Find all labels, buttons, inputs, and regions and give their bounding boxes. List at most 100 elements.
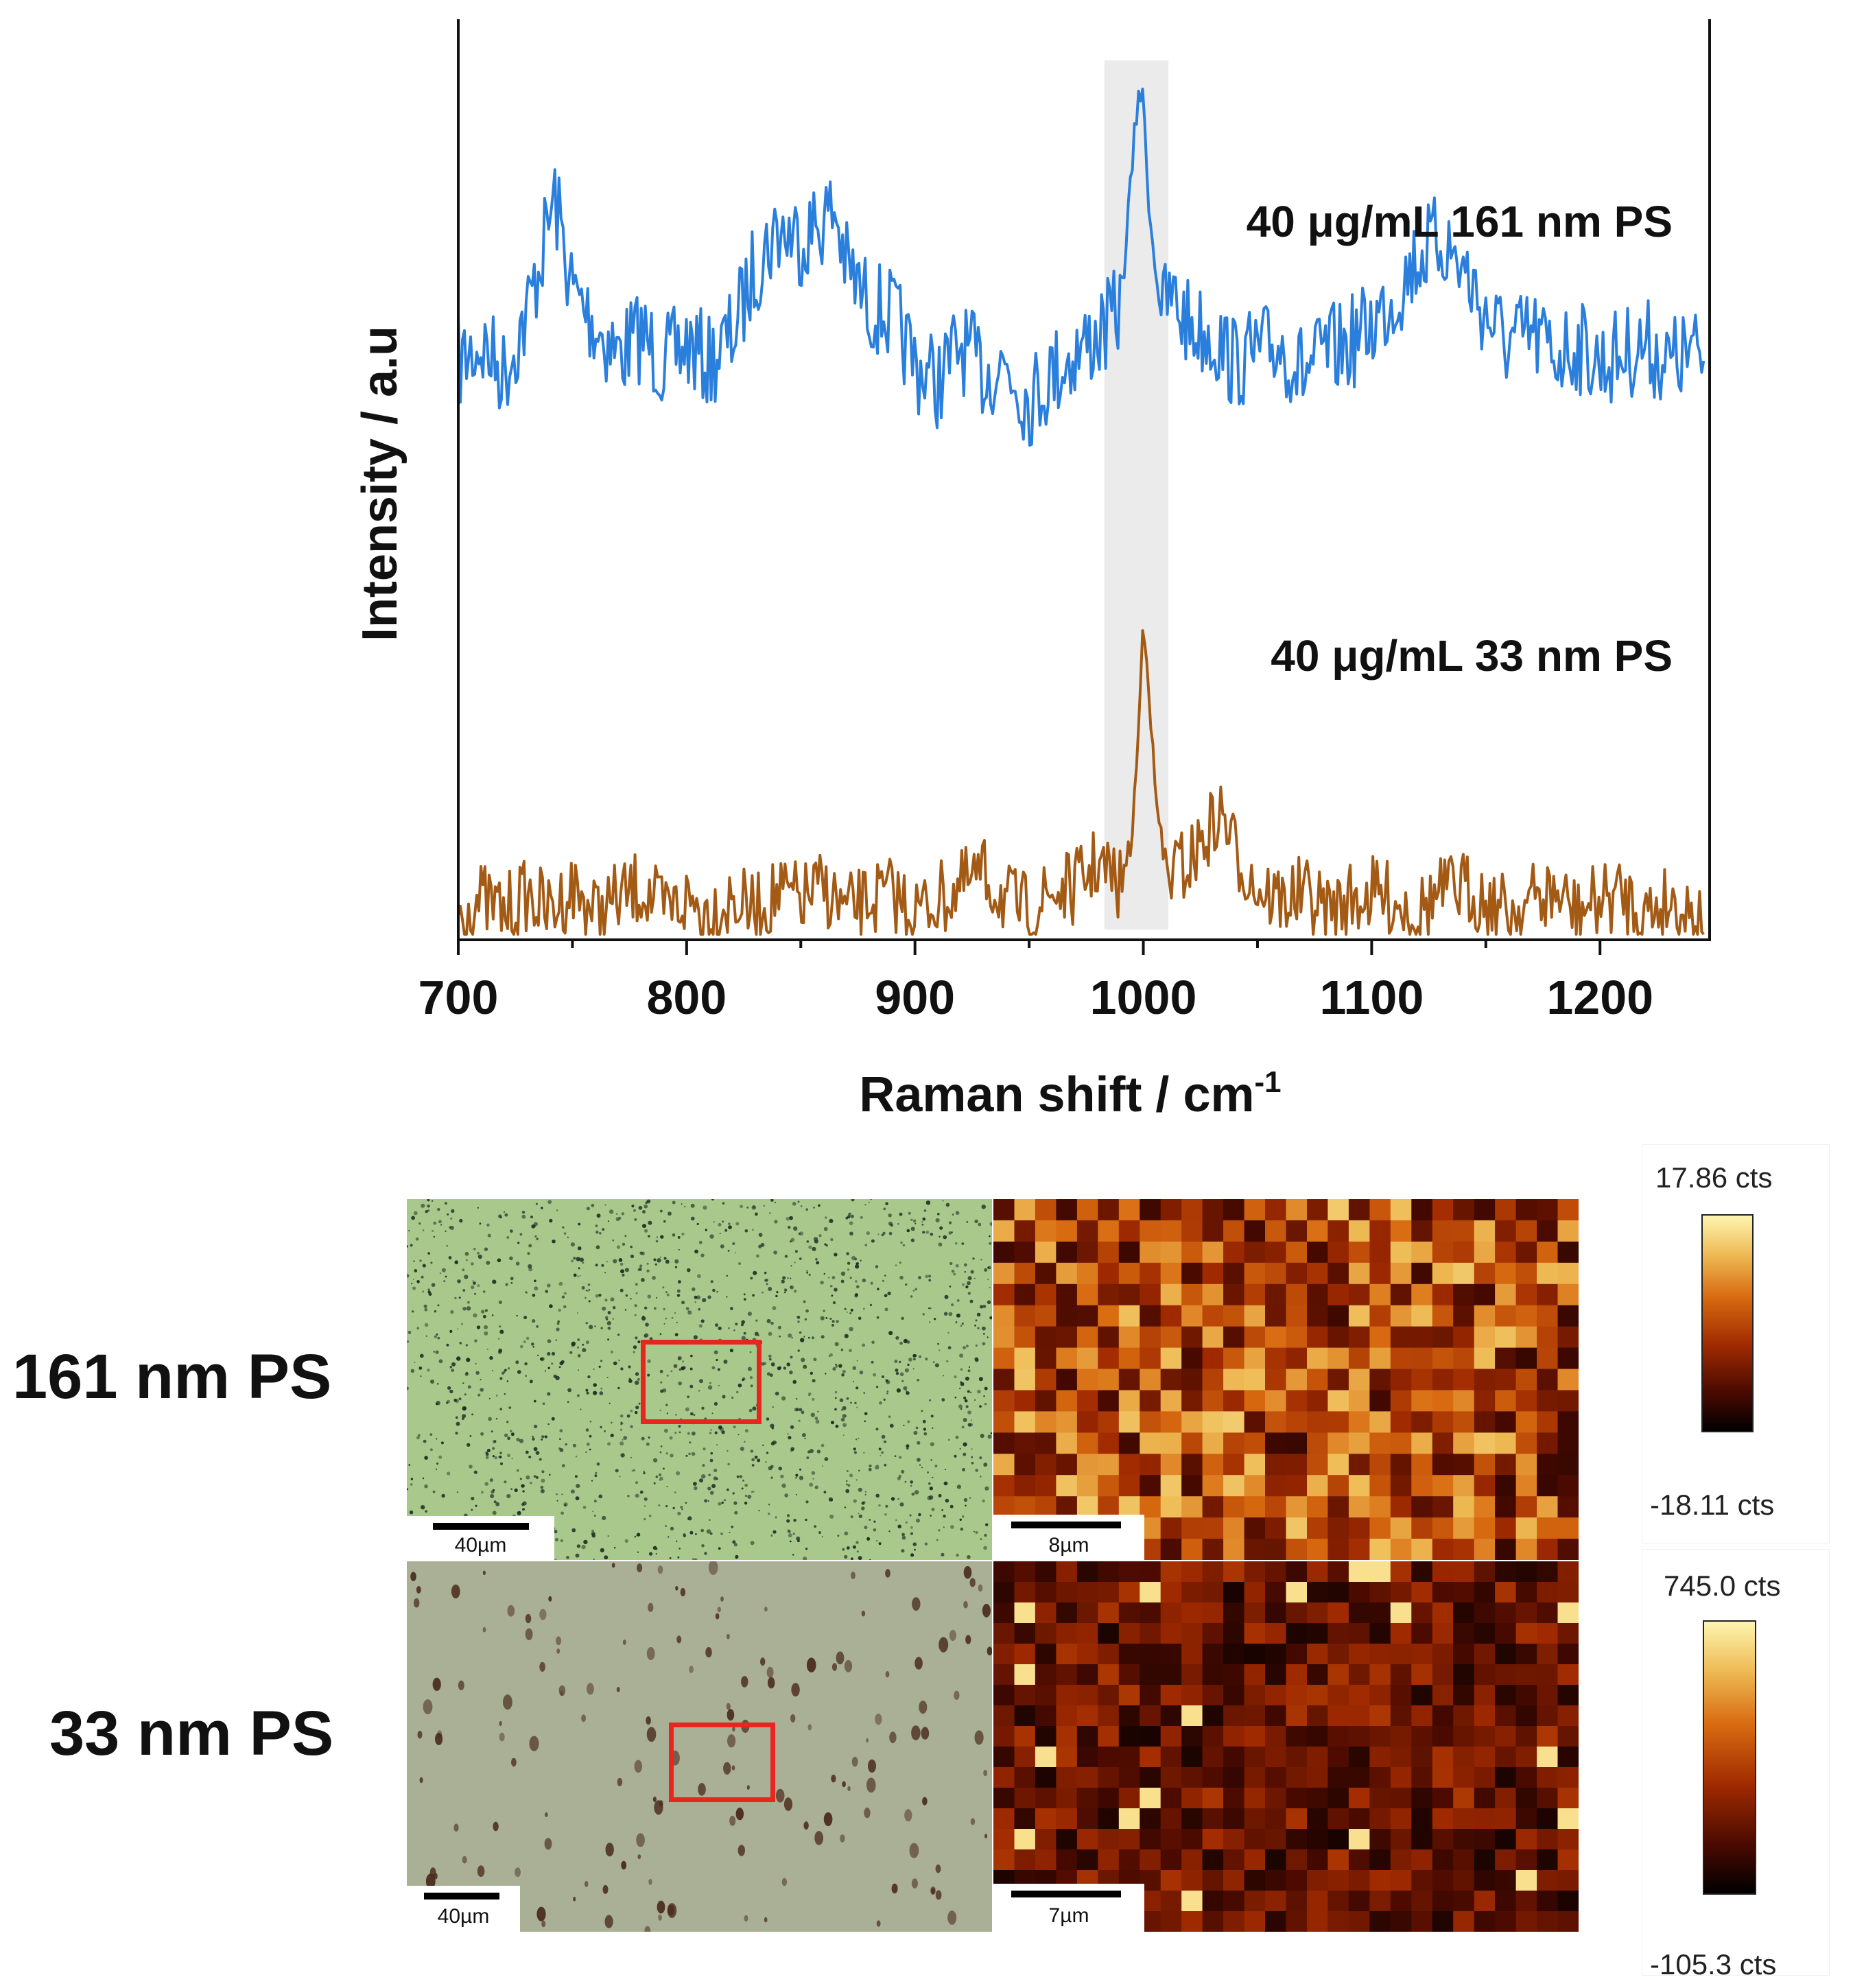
map-pixel xyxy=(1140,1283,1161,1306)
optical-particle xyxy=(491,1314,494,1316)
optical-particle xyxy=(839,1398,844,1402)
optical-particle xyxy=(963,1346,966,1349)
optical-particle xyxy=(984,1403,987,1406)
map-pixel xyxy=(1076,1241,1099,1264)
colorbar-min-161nm: -18.11 cts xyxy=(1650,1489,1775,1521)
map-pixel xyxy=(1244,1767,1266,1788)
map-pixel xyxy=(1537,1517,1559,1539)
optical-particle xyxy=(808,1245,812,1249)
optical-particle xyxy=(770,1476,773,1479)
map-pixel xyxy=(993,1685,1015,1706)
optical-particle xyxy=(425,1335,427,1337)
optical-particle xyxy=(628,1379,633,1383)
optical-particle xyxy=(543,1435,546,1437)
optical-particle xyxy=(709,1491,714,1495)
optical-particle xyxy=(941,1552,945,1557)
map-pixel xyxy=(1265,1849,1287,1871)
map-pixel xyxy=(1244,1582,1266,1603)
optical-particle xyxy=(472,1280,474,1282)
optical-particle xyxy=(983,1546,987,1550)
optical-particle xyxy=(844,1307,847,1310)
optical-particle xyxy=(930,1515,932,1517)
map-pixel xyxy=(1181,1199,1203,1221)
optical-particle xyxy=(600,1360,603,1362)
optical-particle xyxy=(434,1310,437,1313)
optical-particle xyxy=(895,1369,899,1372)
map-pixel xyxy=(1390,1390,1413,1412)
optical-particle xyxy=(554,1537,559,1541)
optical-particle xyxy=(607,1220,610,1222)
map-pixel xyxy=(1348,1390,1371,1412)
map-pixel xyxy=(1265,1747,1287,1768)
optical-particle xyxy=(749,1351,752,1353)
optical-particle xyxy=(521,1214,526,1219)
optical-particle xyxy=(589,1448,591,1451)
optical-particle xyxy=(547,1339,552,1343)
optical-particle xyxy=(947,1332,949,1334)
optical-particle xyxy=(429,1448,433,1452)
optical-particle xyxy=(930,1415,934,1418)
optical-particle xyxy=(552,1239,556,1244)
optical-particle xyxy=(600,1327,603,1329)
map-pixel xyxy=(1327,1829,1349,1850)
map-pixel xyxy=(1537,1220,1559,1242)
optical-particle xyxy=(628,1365,631,1369)
optical-particle xyxy=(646,1442,650,1446)
map-pixel xyxy=(1076,1644,1099,1665)
optical-particle xyxy=(510,1281,513,1284)
map-pixel xyxy=(1307,1262,1329,1285)
optical-particle xyxy=(476,1325,481,1329)
optical-particle xyxy=(709,1382,711,1384)
optical-particle xyxy=(847,1262,851,1265)
optical-particle xyxy=(582,1343,585,1346)
optical-particle xyxy=(438,1220,442,1224)
optical-particle xyxy=(858,1487,862,1492)
optical-particle xyxy=(732,1492,735,1495)
optical-particle xyxy=(831,1294,834,1297)
optical-particle xyxy=(790,1356,793,1359)
map-pixel xyxy=(1307,1705,1329,1727)
optical-particle xyxy=(846,1483,848,1486)
optical-particle xyxy=(973,1530,976,1533)
optical-particle xyxy=(659,1476,663,1481)
map-pixel xyxy=(1223,1369,1245,1391)
optical-particle xyxy=(829,1284,833,1288)
optical-particle xyxy=(658,1504,661,1506)
optical-particle xyxy=(481,1491,484,1494)
optical-particle xyxy=(878,1542,882,1546)
optical-particle xyxy=(770,1199,774,1202)
optical-particle xyxy=(633,1345,637,1349)
map-pixel xyxy=(993,1305,1015,1327)
optical-particle xyxy=(768,1677,775,1689)
optical-particle xyxy=(635,1493,639,1498)
map-pixel xyxy=(1286,1870,1308,1891)
optical-particle xyxy=(815,1419,820,1424)
optical-particle xyxy=(830,1238,834,1242)
optical-particle xyxy=(707,1500,709,1502)
map-pixel xyxy=(1202,1283,1225,1306)
optical-particle xyxy=(408,1330,412,1334)
map-pixel xyxy=(1432,1539,1454,1560)
map-pixel xyxy=(1181,1602,1203,1624)
map-pixel xyxy=(1076,1496,1099,1519)
optical-particle xyxy=(480,1310,485,1314)
map-pixel xyxy=(1307,1539,1329,1560)
map-pixel xyxy=(1181,1829,1203,1850)
map-pixel xyxy=(1307,1644,1329,1665)
optical-particle xyxy=(674,1333,678,1336)
map-pixel xyxy=(1557,1517,1579,1539)
optical-particle xyxy=(441,1268,446,1273)
map-pixel xyxy=(1453,1262,1475,1285)
map-pixel xyxy=(1307,1517,1329,1539)
optical-particle xyxy=(982,1305,987,1308)
optical-particle xyxy=(410,1282,413,1285)
map-pixel xyxy=(993,1220,1015,1242)
optical-particle xyxy=(466,1358,471,1362)
map-pixel xyxy=(1181,1305,1203,1327)
optical-particle xyxy=(595,1264,598,1267)
map-pixel xyxy=(1369,1411,1391,1434)
optical-particle xyxy=(429,1433,433,1436)
map-pixel xyxy=(1537,1262,1559,1285)
map-pixel xyxy=(993,1283,1015,1306)
optical-particle xyxy=(813,1358,817,1362)
